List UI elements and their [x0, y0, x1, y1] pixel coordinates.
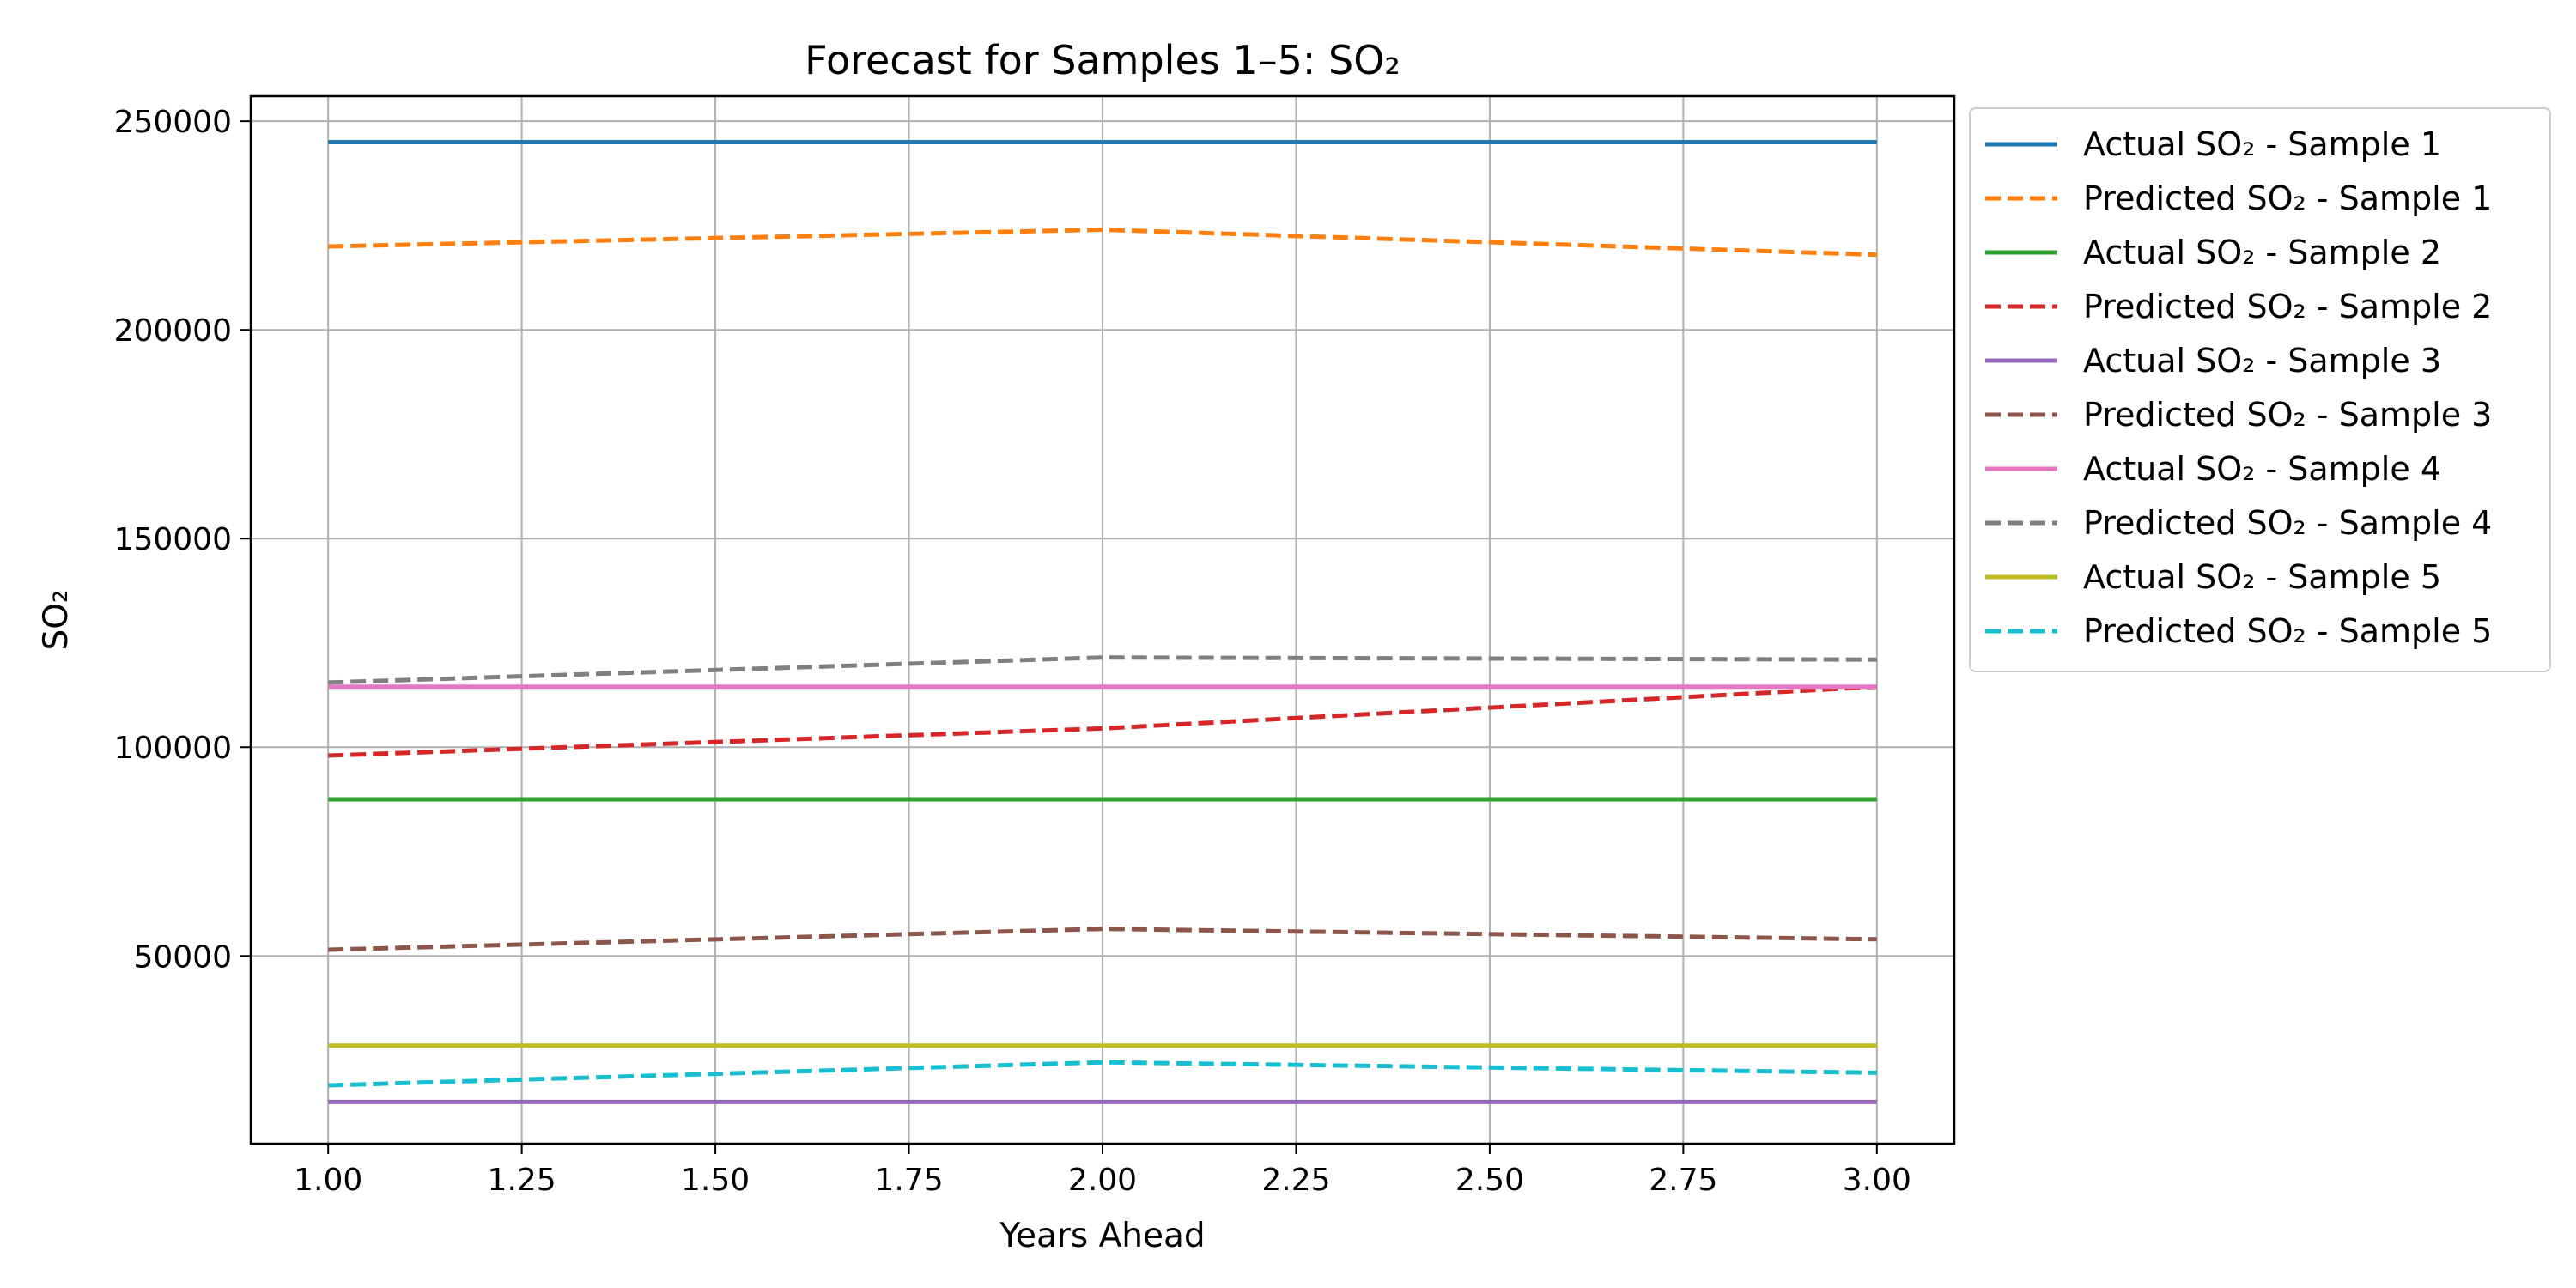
- legend-label-4: Predicted SO₂ - Sample 2: [2083, 288, 2492, 325]
- y-tick-label: 50000: [133, 939, 232, 975]
- x-tick-label: 3.00: [1843, 1163, 1911, 1198]
- legend-label-5: Actual SO₂ - Sample 3: [2083, 342, 2441, 380]
- legend-label-10: Predicted SO₂ - Sample 5: [2083, 612, 2492, 650]
- x-tick-label: 2.75: [1649, 1163, 1717, 1198]
- series-line-2: [328, 228, 1877, 258]
- series-layer: [328, 140, 1877, 1104]
- legend-label-7: Actual SO₂ - Sample 4: [2083, 450, 2441, 488]
- x-tick-label: 1.50: [681, 1163, 750, 1198]
- grid-layer: [251, 96, 1954, 1144]
- y-tick-label: 150000: [114, 522, 232, 557]
- legend-label-8: Predicted SO₂ - Sample 4: [2083, 504, 2492, 542]
- x-axis-ticks: 1.00 1.25 1.50 1.75 2.00 2.25 2.50 2.75 3.00: [294, 1144, 1911, 1198]
- x-tick-label: 1.25: [488, 1163, 556, 1198]
- x-tick-label: 1.75: [874, 1163, 943, 1198]
- x-tick-label: 1.00: [294, 1163, 362, 1198]
- legend-label-6: Predicted SO₂ - Sample 3: [2083, 396, 2492, 434]
- x-tick-label: 2.25: [1261, 1163, 1330, 1198]
- series-line-8: [328, 655, 1877, 685]
- y-tick-label: 100000: [114, 731, 232, 766]
- y-tick-label: 200000: [114, 313, 232, 349]
- y-axis-title: SO₂: [37, 589, 76, 650]
- series-line-4: [328, 684, 1877, 758]
- y-tick-label: 250000: [114, 105, 232, 140]
- legend-label-2: Predicted SO₂ - Sample 1: [2083, 179, 2492, 217]
- legend-items: Actual SO₂ - Sample 1 Predicted SO₂ - Sam…: [1985, 125, 2492, 650]
- legend-frame: [1969, 107, 2551, 672]
- legend-label-3: Actual SO₂ - Sample 2: [2083, 234, 2441, 271]
- x-tick-label: 2.00: [1068, 1163, 1137, 1198]
- x-tick-label: 2.50: [1455, 1163, 1524, 1198]
- legend-label-9: Actual SO₂ - Sample 5: [2083, 558, 2441, 596]
- series-line-6: [328, 927, 1877, 952]
- chart-title: Forecast for Samples 1–5: SO₂: [805, 37, 1400, 83]
- y-axis-ticks: 50000 100000 150000 200000 250000: [114, 105, 251, 975]
- legend: Actual SO₂ - Sample 1 Predicted SO₂ - Sam…: [1969, 107, 2551, 672]
- x-axis-title: Years Ahead: [999, 1217, 1205, 1255]
- legend-label-1: Actual SO₂ - Sample 1: [2083, 125, 2441, 163]
- series-line-10: [328, 1060, 1877, 1088]
